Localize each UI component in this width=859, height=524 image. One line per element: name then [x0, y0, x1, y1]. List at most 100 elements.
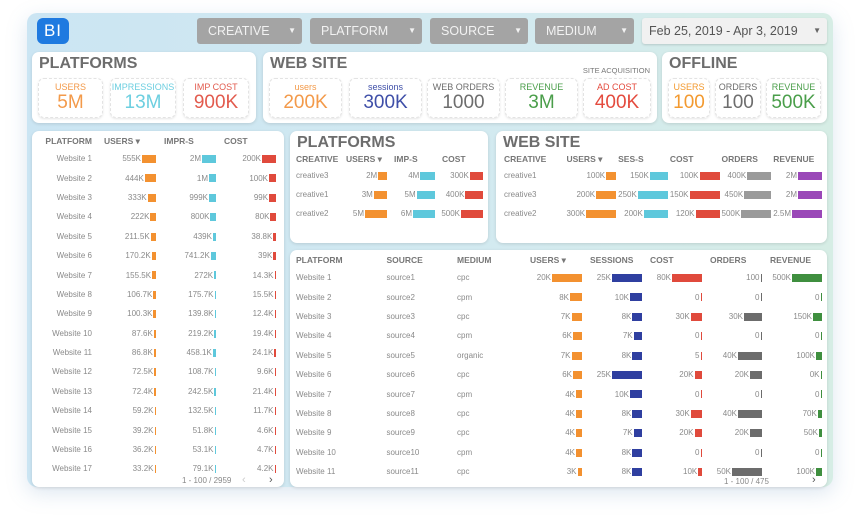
table-row[interactable]: Website 17 33.2K 79.1K 4.2K — [32, 459, 280, 478]
table-row[interactable]: Website 3 source3 cpc 7K 8K 30K 30K 150K — [296, 307, 824, 326]
table-row[interactable]: Website 16 36.2K 53.1K 4.7K — [32, 440, 280, 459]
column-header[interactable]: REVENUE — [770, 255, 812, 265]
date-range-picker[interactable]: Feb 25, 2019 - Apr 3, 2019 ▼ — [642, 18, 827, 44]
kpi-value: 1000 — [442, 92, 485, 113]
cell-value: 20K — [536, 273, 551, 283]
value-bar — [209, 174, 216, 183]
value-bar — [270, 213, 276, 222]
table-row[interactable]: Website 10 87.6K 219.2K 19.4K — [32, 324, 280, 343]
column-header[interactable]: PLATFORM — [45, 136, 92, 146]
table-row[interactable]: Website 13 72.4K 242.5K 21.4K — [32, 382, 280, 401]
column-header[interactable]: USERS ▾ — [346, 153, 382, 164]
cell: cpc — [457, 311, 470, 321]
bar-cell: 219.2K — [160, 324, 220, 343]
next-page-icon[interactable]: › — [812, 474, 816, 486]
bar-cell: 4K — [524, 384, 584, 403]
column-header[interactable]: REVENUE — [773, 154, 815, 164]
cell-value: 3K — [566, 467, 577, 477]
column-header[interactable]: PLATFORM — [296, 255, 343, 265]
table-row[interactable]: Website 5 211.5K 439K 38.8K — [32, 227, 280, 246]
table-row[interactable]: Website 4 source4 cpm 6K 7K 0 0 0 — [296, 326, 824, 345]
column-header[interactable]: IMP-S — [394, 154, 418, 164]
column-header[interactable]: CREATIVE — [296, 154, 339, 164]
column-header[interactable]: SES-S — [618, 154, 644, 164]
table-row[interactable]: Website 9 100.3K 139.8K 12.4K — [32, 304, 280, 323]
table-row[interactable]: Website 11 source11 cpc 3K 8K 10K 50K 100K — [296, 462, 824, 481]
cell: Website 9 — [56, 309, 92, 319]
table-row[interactable]: Website 5 source5 organic 7K 8K 5 40K 100K — [296, 346, 824, 365]
creative-filter[interactable]: CREATIVE ▼ — [197, 18, 302, 44]
column-header[interactable]: CREATIVE — [504, 154, 547, 164]
table-row[interactable]: creative1 100K 150K 100K 400K 2M — [504, 166, 824, 185]
bar-cell: 2M — [773, 185, 824, 204]
table-row[interactable]: creative3 200K 250K 150K 450K 2M — [504, 185, 824, 204]
table-row[interactable]: Website 1 source1 cpc 20K 25K 80K 100 500K — [296, 268, 824, 287]
column-header[interactable]: USERS ▾ — [566, 153, 603, 164]
table-row[interactable]: Website 1 555K 2M 200K — [32, 149, 280, 168]
value-bar — [576, 429, 582, 438]
table-row[interactable]: creative2 300K 200K 120K 500K 2.5M — [504, 204, 824, 223]
bar-cell: 2M — [160, 149, 220, 168]
column-header[interactable]: ORDERS — [710, 255, 747, 265]
bar-cell: 100K — [566, 166, 618, 185]
table-row[interactable]: Website 15 39.2K 51.8K 4.6K — [32, 420, 280, 439]
cell-value: 200K — [242, 154, 261, 164]
table-row[interactable]: Website 9 source9 cpc 4K 7K 20K 20K 50K — [296, 423, 824, 442]
bar-cell: 458.1K — [160, 343, 220, 362]
bar-cell: 7K — [584, 326, 644, 345]
column-header[interactable]: SESSIONS — [590, 255, 634, 265]
table-row[interactable]: Website 7 source7 cpm 4K 10K 0 0 0 — [296, 384, 824, 403]
table-row[interactable]: creative2 5M 6M 500K — [296, 204, 486, 223]
table-row[interactable]: Website 6 170.2K 741.2K 39K — [32, 246, 280, 265]
cell-value: 100K — [796, 350, 815, 360]
column-header[interactable]: ORDERS — [721, 154, 758, 164]
column-header[interactable]: SOURCE — [386, 255, 423, 265]
cell-value: 120K — [675, 209, 695, 218]
column-header[interactable]: MEDIUM — [457, 255, 492, 265]
table-row[interactable]: Website 11 86.8K 458.1K 24.1K — [32, 343, 280, 362]
cell-value: 100.3K — [127, 309, 153, 319]
pagination-label: 1 - 100 / 475 — [724, 477, 769, 486]
column-header[interactable]: COST — [224, 136, 248, 146]
column-header[interactable]: COST — [442, 154, 466, 164]
kpi-label: IMP COST — [194, 82, 238, 92]
medium-filter[interactable]: MEDIUM ▼ — [535, 18, 634, 44]
column-header[interactable]: USERS ▾ — [530, 254, 566, 265]
table-row[interactable]: creative1 3M 5M 400K — [296, 185, 486, 204]
bi-logo: BI — [37, 18, 69, 44]
cell-value: 5 — [695, 350, 700, 360]
column-header[interactable]: COST — [669, 154, 694, 164]
platforms-creative-card: PLATFORMS CREATIVE USERS ▾ IMP-S COST creativ… — [290, 131, 488, 243]
table-row[interactable]: Website 12 72.5K 108.7K 9.6K — [32, 362, 280, 381]
table-row[interactable]: Website 2 source2 cpm 8K 10K 0 0 0 — [296, 287, 824, 306]
prev-page-icon[interactable]: ‹ — [242, 474, 246, 486]
table-row[interactable]: Website 8 106.7K 175.7K 15.5K — [32, 285, 280, 304]
table-row[interactable]: creative3 2M 4M 300K — [296, 166, 486, 185]
table-row[interactable]: Website 10 source10 cpm 4K 8K 0 0 0 — [296, 443, 824, 462]
table-row[interactable]: Website 3 333K 999K 99K — [32, 188, 280, 207]
table-row[interactable]: Website 7 155.5K 272K 14.3K — [32, 265, 280, 284]
table-row[interactable]: Website 6 source6 cpc 6K 25K 20K 20K 0K — [296, 365, 824, 384]
column-header[interactable]: USERS ▾ — [104, 135, 140, 146]
table-row[interactable]: Website 8 source8 cpc 4K 8K 30K 40K 70K — [296, 404, 824, 423]
source-filter[interactable]: SOURCE ▼ — [430, 18, 528, 44]
next-page-icon[interactable]: › — [269, 474, 273, 486]
caret-down-icon: ▼ — [813, 26, 821, 35]
cell: Website 17 — [52, 464, 92, 474]
column-header[interactable]: COST — [650, 255, 674, 265]
platform-filter[interactable]: PLATFORM ▼ — [310, 18, 422, 44]
offline-kpi-card: OFFLINE USERS 100 ORDERS 100 REVENUE 500K — [662, 52, 827, 123]
bar-cell: 20K — [704, 365, 764, 384]
cell: Website 15 — [52, 425, 92, 435]
table-row[interactable]: Website 4 222K 800K 80K — [32, 207, 280, 226]
table-row[interactable]: Website 14 59.2K 132.5K 11.7K — [32, 401, 280, 420]
cell-value: 333K — [127, 192, 147, 202]
bar-cell: 20K — [644, 365, 704, 384]
column-header[interactable]: IMPR-S — [164, 136, 194, 146]
value-bar — [151, 252, 156, 261]
cell-value: 211.5K — [124, 231, 150, 241]
cell: Website 5 — [56, 231, 92, 241]
table-row[interactable]: Website 2 444K 1M 100K — [32, 168, 280, 187]
cell-value: 400K — [445, 190, 465, 199]
cell-value: 3M — [361, 190, 373, 199]
